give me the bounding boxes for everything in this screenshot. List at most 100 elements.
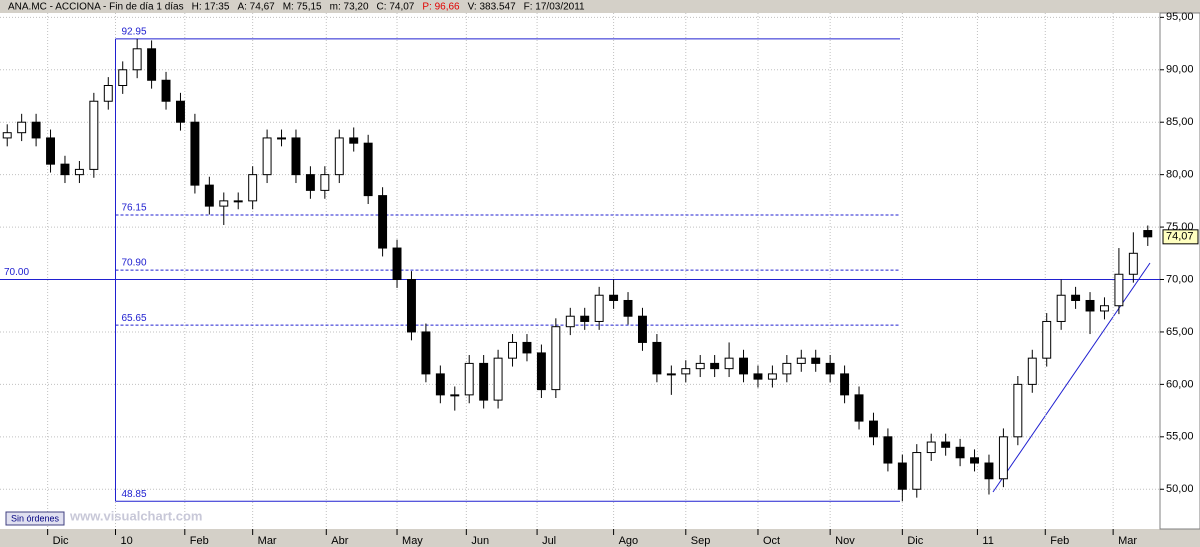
x-tick-label: Nov [835, 535, 855, 547]
candle-body [508, 341, 518, 359]
candle-body [262, 137, 272, 176]
candle-body [349, 137, 359, 144]
candle-body [435, 373, 445, 396]
x-tick-label: Jun [471, 535, 489, 547]
candle-body [970, 457, 980, 464]
candle-body [998, 436, 1008, 480]
candle-body [1099, 305, 1109, 312]
header-item: P: 96,66 [422, 2, 460, 13]
candle-body [637, 315, 647, 343]
candle-body [739, 357, 749, 375]
candle-body [580, 315, 590, 322]
y-tick-label: 60,00 [1166, 378, 1194, 390]
candle-body [1143, 230, 1153, 238]
candle-body [796, 357, 806, 364]
y-axis-area [1159, 12, 1200, 530]
candle-body [161, 79, 171, 102]
y-tick-label: 85,00 [1166, 116, 1194, 128]
candle-body [406, 279, 416, 333]
candle-body [695, 362, 705, 370]
candle-body [219, 200, 229, 207]
candle-body [74, 168, 84, 176]
candle-body [941, 441, 951, 448]
candle-body [2, 132, 12, 139]
horizontal-line-label: 70.00 [4, 267, 29, 278]
x-tick-label: Dic [53, 535, 69, 547]
candle-body [89, 100, 99, 170]
candle-body [291, 137, 301, 176]
y-tick-label: 90,00 [1166, 64, 1194, 76]
y-tick-label: 80,00 [1166, 169, 1194, 181]
candle-body [710, 362, 720, 370]
y-tick-label: 95,00 [1166, 11, 1194, 23]
x-tick-label: Jul [542, 535, 556, 547]
header: ANA.MC - ACCIONA - Fin de día 1 días H: 1… [8, 2, 585, 13]
last-price-label: 74,07 [1166, 231, 1194, 243]
candle-body [392, 247, 402, 281]
candle-body [1085, 299, 1095, 312]
x-tick-label: Sep [691, 535, 711, 547]
level-label: 76.15 [122, 203, 147, 214]
candle-body [767, 373, 777, 380]
candle-body [681, 368, 691, 375]
candle-body [31, 121, 41, 139]
candle-body [840, 373, 850, 396]
watermark: www.visualchart.com [69, 508, 202, 523]
y-tick-label: 50,00 [1166, 483, 1194, 495]
header-item: A: 74,67 [237, 2, 275, 13]
y-tick-label: 65,00 [1166, 326, 1194, 338]
header-item: H: 17:35 [192, 2, 230, 13]
header-item: V: 383.547 [468, 2, 516, 13]
candle-body [825, 362, 835, 375]
x-tick-label: May [402, 535, 423, 547]
candle-body [190, 121, 200, 186]
candle-body [175, 100, 185, 123]
candle-body [46, 137, 56, 165]
candle-body [623, 299, 633, 317]
x-tick-label: Mar [258, 535, 277, 547]
candle-body [334, 137, 344, 176]
orders-button[interactable] [5, 511, 65, 526]
candle-body [984, 462, 994, 480]
candle-body [1042, 320, 1052, 359]
header-item: M: 75,15 [283, 2, 322, 13]
candle-body [955, 446, 965, 459]
candle-body [1027, 357, 1037, 385]
x-tick-label: 10 [121, 535, 133, 547]
header-item: ANA.MC - ACCIONA - Fin de día 1 días [8, 2, 184, 13]
candle-body [753, 373, 763, 380]
candle-body [926, 441, 936, 454]
candle-body [724, 357, 734, 370]
x-tick-label: Ago [619, 535, 639, 547]
candle-body [450, 394, 460, 397]
candle-body [1071, 294, 1081, 301]
candle-body [565, 315, 575, 328]
candle-body [652, 341, 662, 375]
candle-body [421, 331, 431, 375]
candle-body [132, 48, 142, 71]
level-label: 48.85 [122, 489, 147, 500]
candle-body [493, 357, 503, 401]
candle-body [868, 420, 878, 438]
candle-body [305, 174, 315, 191]
candle-body [536, 352, 546, 391]
last-price-box [1162, 229, 1199, 245]
candle-body [811, 357, 821, 364]
candle-body [1114, 273, 1124, 307]
y-tick-label: 70,00 [1166, 273, 1194, 285]
orders-button-label[interactable]: Sin órdenes [11, 513, 60, 523]
y-tick-label: 55,00 [1166, 431, 1194, 443]
candle-body [103, 85, 113, 102]
candle-body [883, 436, 893, 464]
candle-body [782, 362, 792, 375]
level-label: 65.65 [122, 313, 147, 324]
candle-body [363, 142, 373, 197]
candle-body [1056, 294, 1066, 322]
candle-body [118, 69, 128, 87]
layer: 50,0055,0060,0065,0070,0075,0080,0085,00… [0, 11, 1199, 547]
trendline [992, 262, 1151, 493]
x-tick-label: Abr [331, 535, 348, 547]
candle-body [378, 195, 388, 249]
header-item: F: 17/03/2011 [524, 2, 585, 13]
header-item: C: 74,07 [377, 2, 415, 13]
